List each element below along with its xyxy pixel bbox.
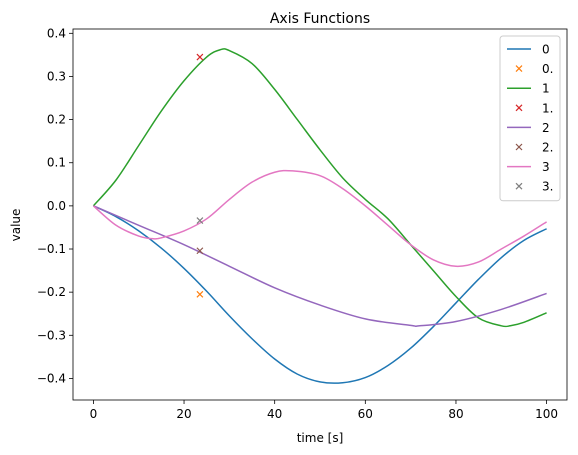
marker-stroke	[515, 143, 523, 151]
data-point-3.	[196, 217, 204, 224]
y-tick-label: −0.3	[37, 328, 66, 342]
y-tick-label: −0.1	[37, 242, 66, 256]
x-tick-label: 20	[176, 407, 191, 421]
x-tick-label: 40	[267, 407, 282, 421]
legend-marker-2.	[515, 143, 523, 151]
x-tick-label: 80	[448, 407, 463, 421]
data-point-1.	[196, 53, 204, 61]
marker-stroke	[196, 217, 204, 224]
series-layer	[92, 48, 548, 384]
y-tick-label: 0.2	[47, 113, 66, 127]
axes-frame	[72, 28, 568, 401]
series-line-2	[93, 205, 547, 328]
legend-label: 1.	[542, 101, 553, 115]
legend-label: 0	[542, 43, 550, 57]
marker-stroke	[196, 290, 204, 298]
x-axis: 0 20 40 60 80 100	[90, 400, 558, 421]
y-tick-label: 0.3	[47, 69, 66, 83]
legend: 0 0. 1 1. 2 2. 3 3.	[499, 35, 561, 202]
data-point-2.	[196, 247, 204, 255]
legend-marker-0.	[515, 65, 523, 73]
y-tick-label: 0.1	[47, 156, 66, 170]
legend-label: 2	[542, 121, 550, 135]
legend-label: 3.	[542, 180, 553, 194]
legend-box	[499, 35, 561, 202]
y-tick-label: 0.4	[47, 26, 66, 40]
legend-label: 0.	[542, 62, 553, 76]
x-tick-label: 0	[90, 407, 98, 421]
y-tick-label: 0.0	[47, 199, 66, 213]
legend-marker-1.	[515, 104, 523, 112]
data-point-0.	[196, 290, 204, 298]
y-tick-label: −0.4	[37, 371, 66, 385]
legend-label: 1	[542, 82, 550, 96]
series-line-1	[92, 48, 547, 328]
series-line-0	[93, 205, 547, 384]
legend-label: 3	[542, 160, 550, 174]
marker-stroke	[515, 65, 523, 73]
legend-marker-3.	[515, 182, 523, 190]
series-line-3	[92, 169, 548, 268]
chart-title: Axis Functions	[270, 11, 370, 27]
marker-stroke	[515, 182, 523, 190]
x-axis-label: time [s]	[297, 431, 344, 445]
marker-stroke	[196, 53, 204, 61]
marker-stroke	[196, 247, 204, 255]
y-axis: −0.4 −0.3 −0.2 −0.1 0.0 0.1 0.2 0.3 0.4	[37, 26, 73, 385]
x-tick-label: 60	[358, 407, 373, 421]
x-tick-label: 100	[535, 407, 558, 421]
legend-label: 2.	[542, 141, 553, 155]
y-axis-label: value	[9, 209, 23, 242]
marker-stroke	[515, 104, 523, 112]
y-tick-label: −0.2	[37, 285, 66, 299]
